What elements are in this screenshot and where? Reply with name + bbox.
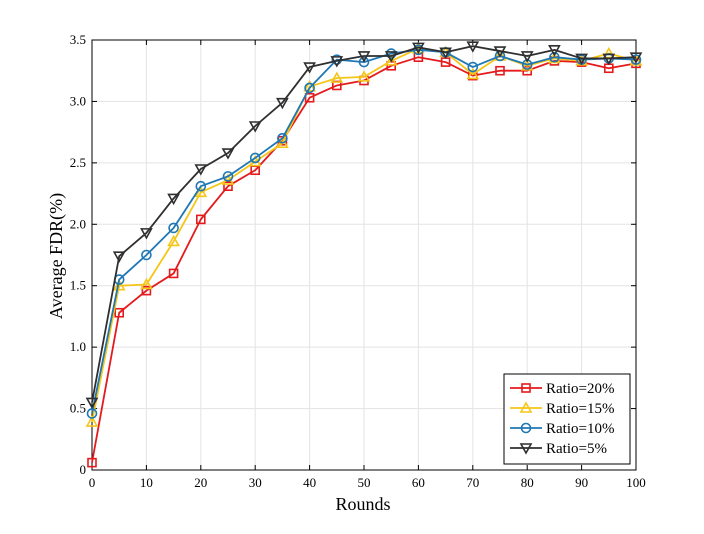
y-tick-label: 3.5	[70, 32, 86, 47]
legend-label: Ratio=5%	[546, 441, 607, 457]
data-point	[168, 268, 179, 279]
data-point	[304, 82, 315, 94]
data-point	[277, 132, 288, 144]
data-point	[466, 41, 480, 53]
y-tick-label: 3.0	[70, 93, 86, 108]
y-tick-label: 0.5	[70, 401, 86, 416]
x-tick-label: 100	[626, 475, 646, 490]
data-point	[466, 67, 480, 80]
series-line	[91, 45, 637, 403]
data-point	[223, 181, 233, 191]
data-point	[85, 397, 99, 410]
y-axis-title: Average FDR(%)	[46, 193, 67, 319]
data-point	[549, 51, 560, 63]
data-point	[495, 65, 505, 76]
axes: 0 0.5 1.0 1.5 2.0 2.5 3.0 3.5 0 10 20 30 40 50 60 70 80 9…	[70, 32, 646, 490]
x-tick-label: 20	[194, 475, 207, 490]
data-point	[602, 46, 616, 59]
data-point	[330, 56, 344, 68]
data-point	[167, 193, 180, 206]
x-tick-label: 80	[521, 475, 534, 490]
data-point	[222, 171, 234, 182]
data-point	[140, 277, 153, 290]
legend-entry: Ratio=10%	[510, 421, 614, 437]
y-tick-label: 2.5	[70, 155, 86, 170]
data-point	[195, 180, 207, 192]
x-tick-label: 90	[575, 475, 588, 490]
data-point	[439, 47, 452, 59]
y-tick-label: 1.0	[70, 339, 86, 354]
data-point	[196, 214, 206, 225]
plot-area	[85, 41, 643, 468]
y-tick-label: 1.5	[70, 278, 86, 293]
data-point	[168, 222, 179, 234]
y-tick-label: 2.0	[70, 216, 86, 231]
data-point	[87, 457, 97, 468]
legend-entry: Ratio=15%	[510, 401, 614, 417]
legend-label: Ratio=20%	[546, 381, 614, 397]
data-point	[141, 249, 152, 261]
data-point	[520, 51, 534, 63]
data-point	[384, 51, 398, 63]
data-point	[357, 70, 371, 82]
data-point	[358, 56, 370, 68]
data-point	[548, 45, 561, 57]
x-axis-title: Rounds	[335, 494, 390, 514]
data-point	[112, 251, 126, 263]
data-point	[467, 61, 479, 73]
data-point	[112, 279, 126, 291]
data-point	[575, 53, 588, 66]
data-point	[140, 228, 153, 240]
data-point	[413, 44, 424, 56]
legend-entry: Ratio=20%	[510, 381, 614, 397]
y-tick-label: 0	[80, 462, 87, 477]
legend-label: Ratio=10%	[546, 421, 614, 437]
series-line	[91, 47, 637, 423]
data-point	[629, 52, 643, 64]
data-point	[85, 415, 99, 427]
legend-entry: Ratio=5%	[510, 441, 607, 457]
x-tick-label: 30	[249, 475, 262, 490]
data-point	[493, 46, 507, 58]
data-point	[221, 148, 235, 160]
data-point	[167, 234, 180, 247]
x-tick-label: 70	[466, 475, 479, 490]
x-tick-label: 10	[140, 475, 153, 490]
legend-marker	[519, 401, 533, 413]
legend-marker	[520, 422, 532, 434]
data-point	[357, 51, 371, 63]
series-Ratio=5%	[85, 41, 643, 410]
data-point	[602, 53, 616, 66]
data-point	[141, 285, 152, 296]
data-point	[304, 92, 315, 103]
legend-box	[503, 373, 631, 465]
x-tick-label: 50	[358, 475, 371, 490]
legend-marker	[521, 383, 531, 393]
x-tick-label: 40	[303, 475, 316, 490]
data-point	[522, 65, 533, 76]
data-point	[248, 121, 262, 133]
x-tick-label: 60	[412, 475, 425, 490]
legend: Ratio=20% Ratio=15% Ratio=10% Ratio=5%	[503, 373, 631, 465]
x-tick-label: 0	[89, 475, 96, 490]
legend-label: Ratio=15%	[546, 401, 614, 417]
data-point	[249, 152, 261, 164]
data-point	[630, 54, 642, 65]
data-point	[330, 71, 344, 83]
data-point	[194, 164, 208, 176]
data-point	[114, 307, 124, 318]
data-point	[194, 185, 208, 198]
data-point	[412, 42, 425, 55]
data-point	[303, 62, 316, 74]
legend-marker	[519, 443, 533, 455]
data-point	[276, 97, 289, 110]
data-point	[384, 54, 398, 66]
